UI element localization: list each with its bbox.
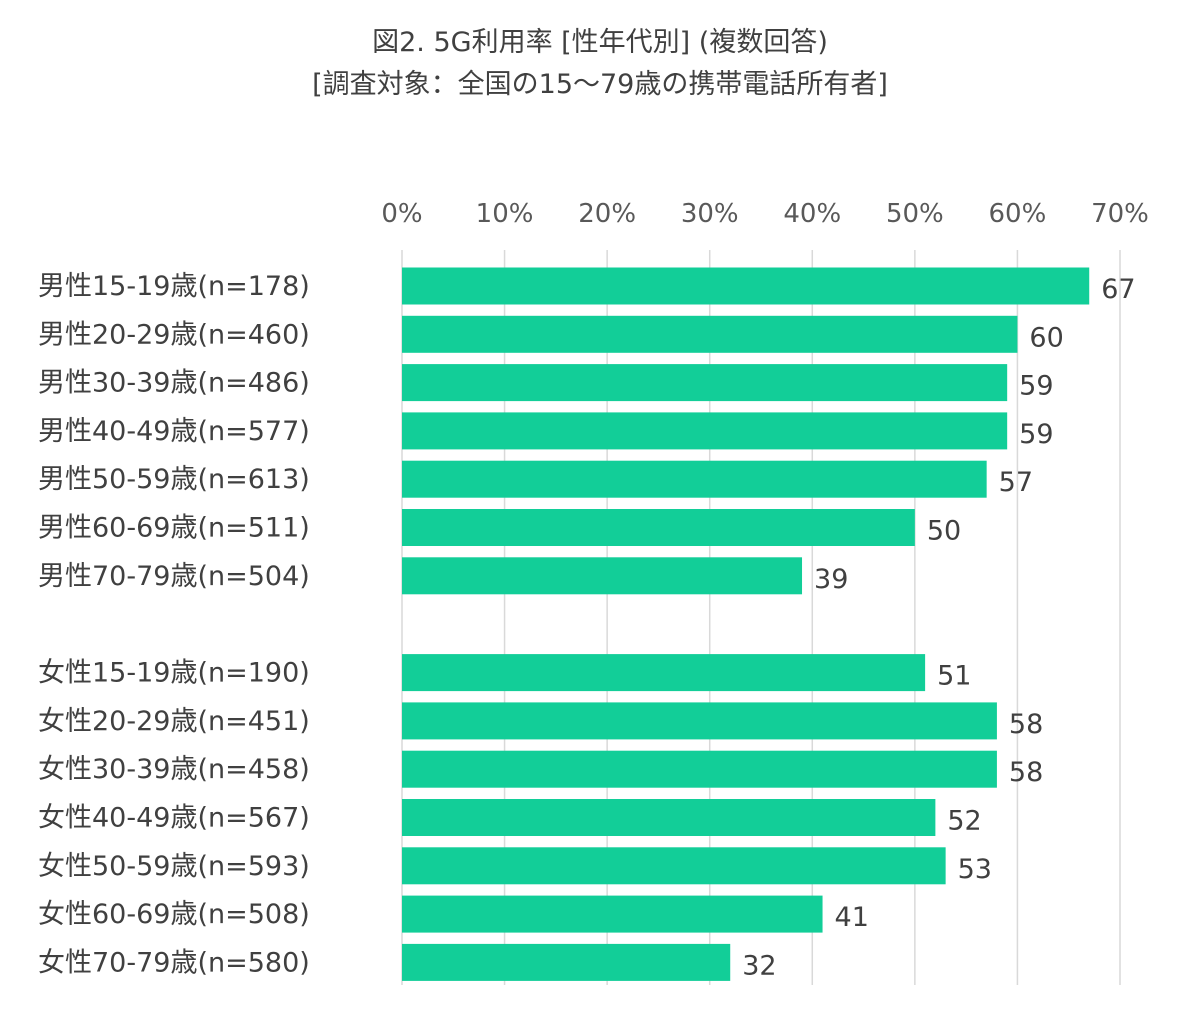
category-label: 男性50-59歳(n=613) [38, 464, 310, 495]
x-tick-label: 10% [476, 199, 534, 229]
x-tick-label: 40% [783, 199, 841, 229]
bar [402, 847, 946, 885]
category-label: 男性40-49歳(n=577) [38, 416, 310, 447]
category-label: 女性50-59歳(n=593) [38, 851, 310, 882]
category-label: 女性15-19歳(n=190) [38, 658, 310, 689]
bar [402, 364, 1008, 402]
bar [402, 943, 731, 981]
data-label: 39 [814, 564, 848, 595]
bar [402, 315, 1018, 353]
data-label: 41 [835, 902, 869, 933]
bar [402, 412, 1008, 450]
data-label: 59 [1019, 371, 1053, 402]
bar [402, 702, 997, 740]
x-tick-label: 50% [886, 199, 944, 229]
data-label: 51 [937, 661, 971, 692]
category-label: 男性60-69歳(n=511) [38, 513, 310, 544]
chart-subtitle: [調査対象：全国の15～79歳の携帯電話所有者] [312, 69, 888, 100]
x-tick-label: 30% [681, 199, 739, 229]
data-label: 32 [742, 950, 776, 981]
bar [402, 799, 936, 836]
data-label: 57 [999, 467, 1033, 498]
data-label: 60 [1029, 322, 1063, 353]
category-label: 女性40-49歳(n=567) [38, 803, 310, 834]
data-label: 58 [1009, 757, 1043, 788]
bar [402, 654, 926, 692]
chart-title-block: 図2. 5G利用率 [性年代別] (複数回答) [調査対象：全国の15～79歳の… [0, 22, 1200, 106]
data-label: 59 [1019, 419, 1053, 450]
x-tick-label: 70% [1091, 199, 1149, 229]
category-label: 女性70-79歳(n=580) [38, 947, 310, 978]
category-label: 女性30-39歳(n=458) [38, 754, 310, 785]
category-label: 女性20-29歳(n=451) [38, 706, 310, 737]
bar [402, 557, 803, 595]
data-label: 58 [1009, 709, 1043, 740]
data-label: 52 [947, 806, 981, 837]
data-label: 67 [1101, 274, 1135, 305]
data-label: 53 [958, 854, 992, 885]
category-label: 男性70-79歳(n=504) [38, 561, 310, 592]
x-tick-label: 20% [578, 199, 636, 229]
bar [402, 509, 915, 546]
data-label: 50 [927, 516, 961, 547]
x-tick-label: 60% [989, 199, 1047, 229]
category-label: 男性30-39歳(n=486) [38, 368, 310, 399]
bar [402, 750, 997, 788]
category-label: 男性15-19歳(n=178) [38, 271, 310, 302]
x-tick-label: 0% [381, 199, 422, 229]
category-label: 男性20-29歳(n=460) [38, 319, 310, 350]
category-label: 女性60-69歳(n=508) [38, 899, 310, 930]
bar [402, 267, 1090, 305]
bar [402, 895, 823, 933]
bar [402, 460, 987, 498]
chart-title: 図2. 5G利用率 [性年代別] (複数回答) [372, 27, 828, 58]
